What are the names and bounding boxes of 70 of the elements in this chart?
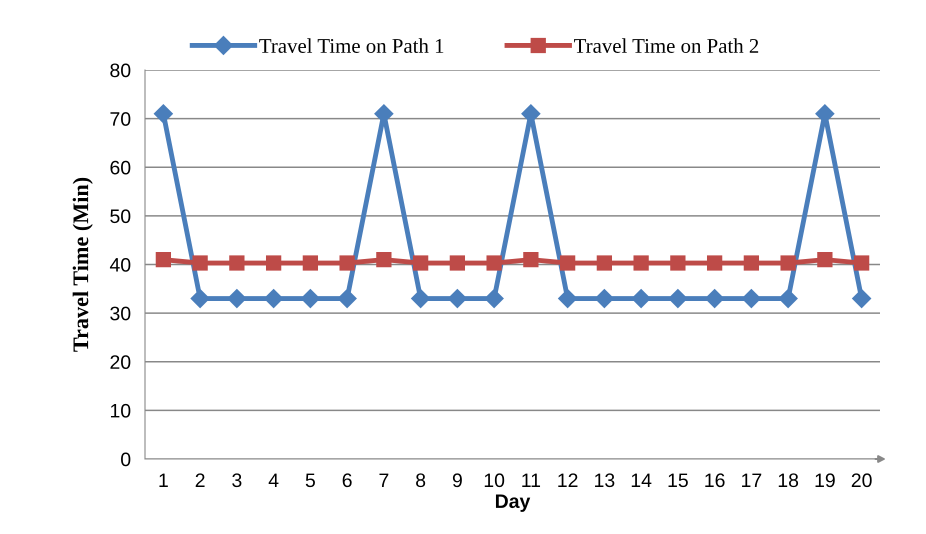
point (778, 289, 798, 308)
point (632, 289, 651, 308)
point (742, 289, 761, 308)
point (854, 255, 870, 271)
point (558, 289, 578, 308)
point (670, 255, 686, 271)
point (154, 104, 173, 124)
point (376, 252, 392, 268)
point (302, 255, 318, 271)
point (484, 289, 504, 308)
point (192, 255, 208, 271)
x-tick-label: 5 (306, 474, 315, 488)
point (706, 255, 722, 271)
point (338, 289, 357, 308)
point (229, 255, 245, 271)
point (780, 255, 796, 271)
point (190, 289, 210, 308)
point (596, 255, 612, 271)
legend-label: Travel Time on Path 2 (574, 38, 758, 53)
x-tick-label: 3 (232, 473, 242, 488)
y-tick-label: 80 (110, 63, 130, 78)
y-tick-label: 50 (110, 209, 130, 224)
point (486, 255, 502, 271)
point (156, 252, 172, 268)
y-tick-label: 40 (110, 258, 130, 272)
point (705, 289, 724, 308)
x-tick-label: 1 (159, 474, 168, 487)
point (817, 252, 833, 268)
x-axis-title: Day (496, 494, 530, 512)
x-tick-label: 8 (416, 473, 426, 488)
y-tick-label: 10 (110, 404, 130, 418)
point (450, 255, 466, 271)
x-tick-label: 17 (742, 474, 762, 487)
x-tick-label: 13 (595, 473, 614, 488)
legend-label: Travel Time on Path 1 (259, 38, 444, 53)
point (448, 289, 467, 308)
point (744, 255, 760, 271)
x-tick-label: 6 (342, 473, 352, 488)
y-tick-label: 70 (110, 112, 130, 126)
x-tick-label: 4 (268, 474, 278, 487)
point (668, 289, 688, 308)
point (264, 289, 284, 308)
x-tick-label: 16 (705, 473, 725, 488)
x-tick-label: 19 (816, 473, 835, 488)
point (300, 289, 320, 308)
x-tick-label: 11 (522, 474, 540, 487)
x-tick-label: 2 (196, 473, 205, 487)
point (266, 255, 282, 271)
y-axis-title: Travel Time (Min) (72, 178, 93, 352)
x-tick-label: 15 (668, 474, 688, 488)
point (411, 289, 430, 308)
x-tick-label: 10 (484, 473, 504, 488)
y-tick-label: 20 (110, 355, 130, 369)
point (339, 255, 355, 271)
x-tick-label: 7 (379, 474, 388, 487)
x-tick-label: 9 (452, 473, 462, 488)
x-tick-label: 18 (778, 473, 798, 488)
point (560, 255, 576, 271)
point (633, 255, 649, 271)
point (523, 252, 539, 268)
y-tick-label: 0 (121, 452, 130, 466)
y-tick-label: 60 (110, 160, 130, 174)
point (412, 255, 428, 271)
y-tick-label: 30 (110, 306, 130, 320)
x-tick-label: 14 (632, 474, 652, 487)
x-tick-label: 12 (558, 473, 578, 487)
x-tick-label: 20 (852, 473, 872, 488)
point (852, 289, 872, 308)
point (227, 289, 246, 308)
point (594, 289, 614, 308)
